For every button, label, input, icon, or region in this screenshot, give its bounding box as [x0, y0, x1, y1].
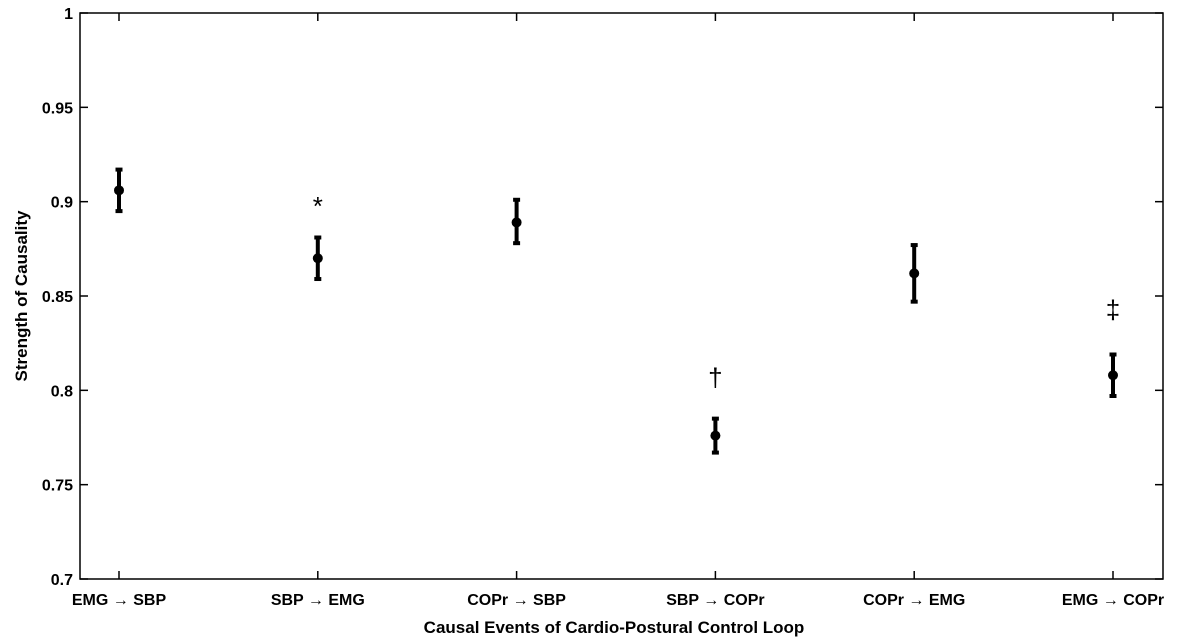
x-tick-label: SBP → EMG — [271, 592, 365, 609]
data-series — [114, 167, 1118, 455]
x-ticks: EMG → SBP SBP → EMG COPr → SBP SBP → COPr CO… — [72, 13, 1164, 609]
y-tick-label: 0.75 — [42, 478, 73, 495]
y-tick-label: 0.9 — [51, 195, 73, 212]
data-point — [909, 268, 920, 279]
x-tick-label: EMG → COPr — [1062, 592, 1164, 609]
data-point-group — [909, 243, 920, 304]
annotations: * † ‡ — [313, 191, 1120, 393]
data-point-group — [1108, 352, 1118, 398]
x-tick-label: COPr → EMG — [863, 592, 965, 609]
axes — [79, 12, 1164, 580]
data-point-group — [511, 197, 522, 246]
significance-marker: † — [708, 363, 722, 393]
data-point — [511, 217, 522, 228]
y-tick-label: 0.85 — [42, 289, 73, 306]
data-point — [1108, 370, 1118, 381]
data-point — [710, 430, 721, 441]
y-tick-label: 0.8 — [51, 383, 73, 400]
data-point-group — [710, 416, 721, 455]
data-point — [312, 253, 323, 264]
plot-frame — [79, 12, 1164, 580]
y-axis-title: Strength of Causality — [12, 210, 31, 382]
x-tick-label: SBP → COPr — [666, 592, 764, 609]
significance-marker: * — [313, 191, 323, 221]
significance-marker: ‡ — [1106, 295, 1120, 325]
x-axis-title: Causal Events of Cardio-Postural Control… — [424, 618, 805, 637]
y-tick-label: 1 — [64, 6, 73, 23]
x-tick-label: COPr → SBP — [467, 592, 566, 609]
y-ticks: 0.7 0.75 0.8 0.85 0.9 0.95 1 — [42, 6, 1163, 589]
y-tick-label: 0.7 — [51, 572, 73, 589]
x-tick-label: EMG → SBP — [72, 592, 167, 609]
data-point — [114, 185, 124, 196]
y-tick-label: 0.95 — [42, 100, 73, 117]
data-point-group — [114, 167, 124, 214]
data-point-group — [312, 235, 323, 282]
